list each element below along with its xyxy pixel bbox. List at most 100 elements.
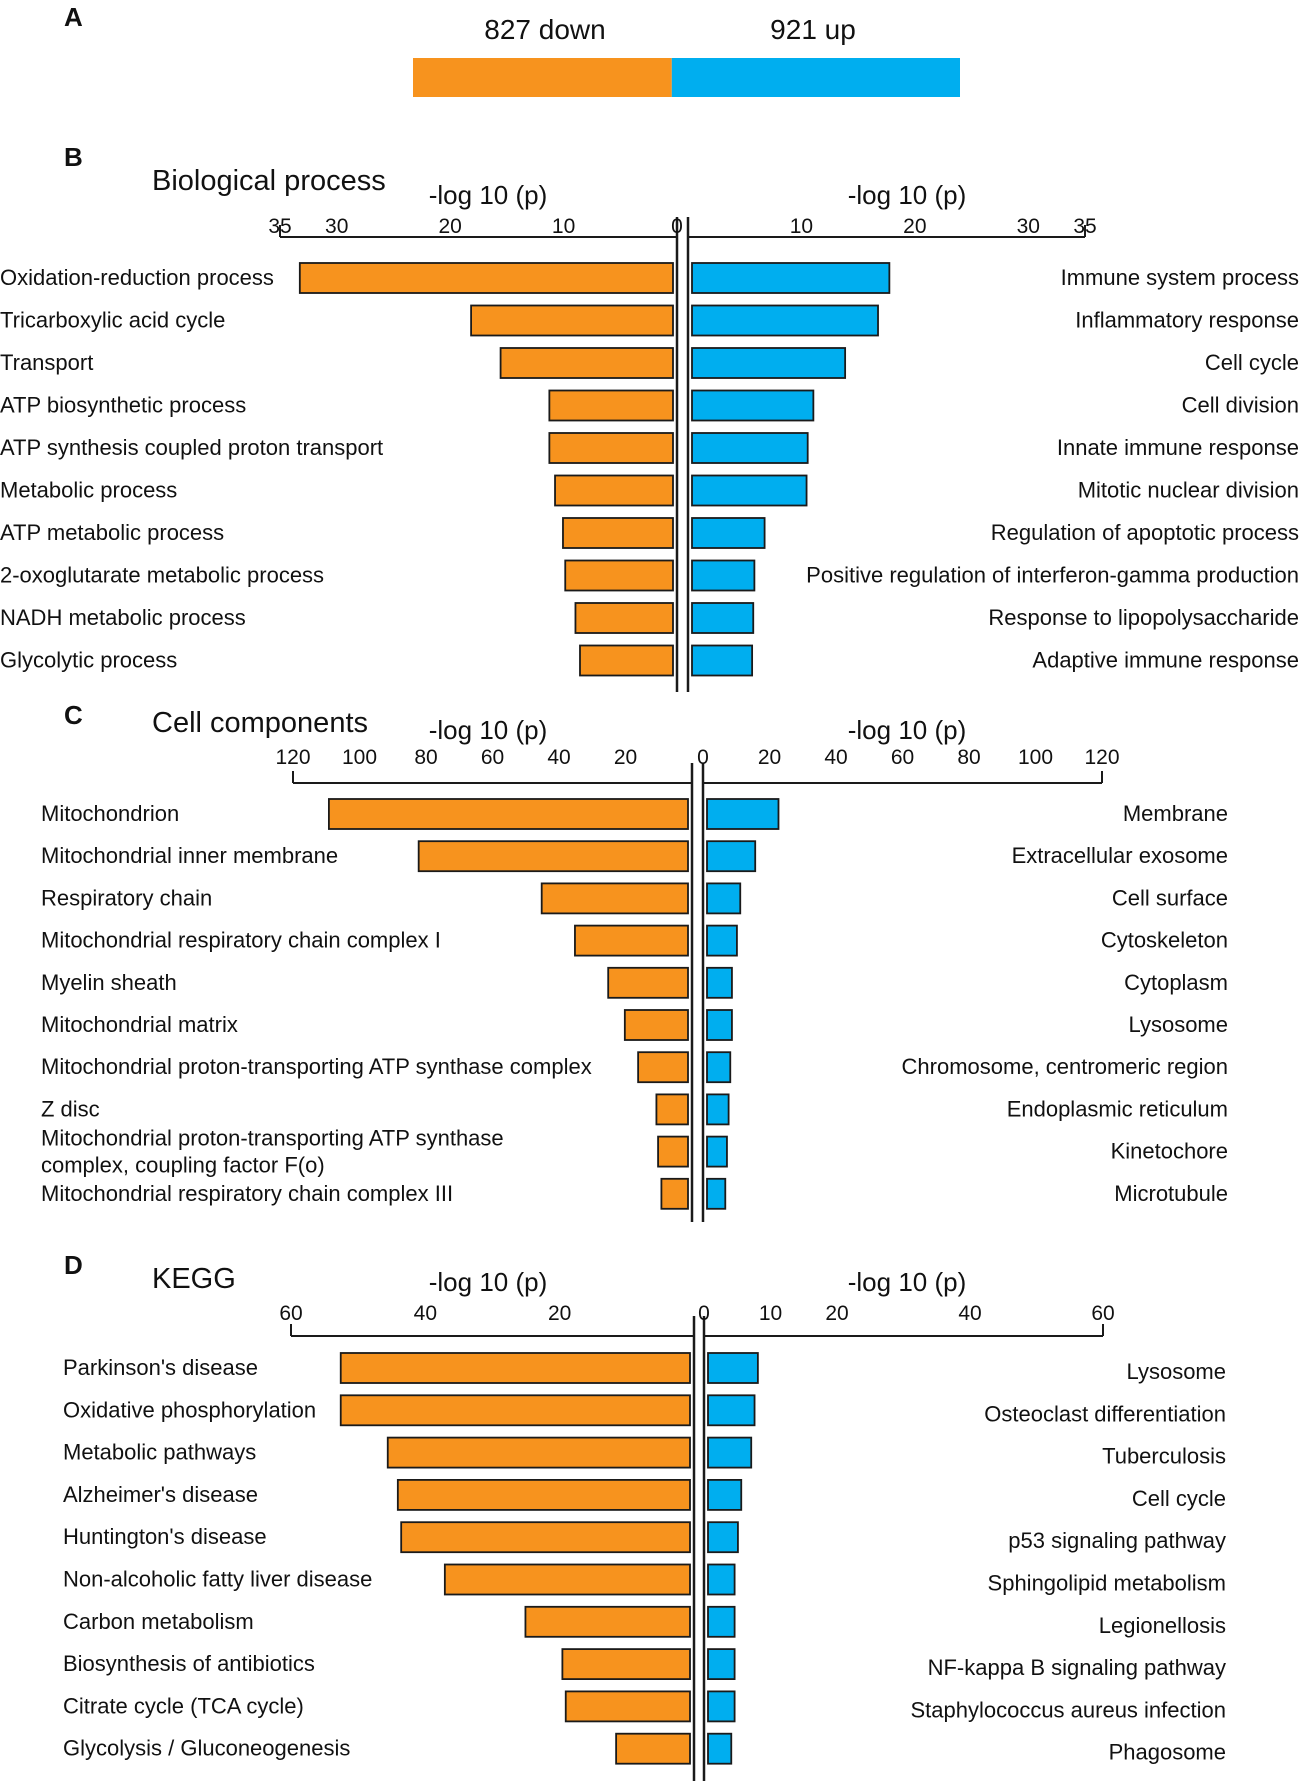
bar-up <box>707 1394 756 1427</box>
bar-up <box>706 1135 728 1168</box>
bar-up <box>691 602 755 634</box>
x-axis-title-right: -log 10 (p) <box>848 715 967 745</box>
category-label-up: Lysosome <box>1129 1012 1228 1037</box>
tick-label: 60 <box>891 746 914 769</box>
tick-label: 60 <box>1091 1302 1114 1325</box>
chart-title: Cell components <box>152 707 368 739</box>
category-label-up: Endoplasmic reticulum <box>1007 1096 1228 1121</box>
tick-label: 60 <box>481 746 504 769</box>
category-label-down: Transport <box>0 350 93 375</box>
bar-down <box>562 517 674 549</box>
bar-down <box>339 1394 691 1427</box>
category-label-down: Glycolytic process <box>0 648 177 673</box>
bar-up <box>691 389 815 422</box>
category-label-up: Inflammatory response <box>1075 308 1299 333</box>
category-label-up: Cell cycle <box>1205 350 1299 375</box>
bar-down <box>298 262 674 294</box>
bar-down <box>574 602 674 634</box>
bar-down <box>561 1648 691 1680</box>
bar-down <box>623 1009 689 1041</box>
down-count-segment <box>413 58 672 97</box>
bar-up <box>706 882 742 915</box>
category-label-down: ATP synthesis coupled proton transport <box>0 435 383 460</box>
bar-up <box>707 1732 733 1765</box>
bar-down <box>443 1563 691 1596</box>
tick-label: 20 <box>614 746 637 769</box>
category-label-down: Oxidation-reduction process <box>0 265 274 290</box>
tick-label: 10 <box>759 1302 782 1325</box>
category-label-down: Parkinson's disease <box>63 1355 258 1380</box>
bar-down <box>554 474 674 507</box>
bar-up <box>707 1521 739 1554</box>
bar-up <box>706 798 780 830</box>
bar-down <box>548 389 674 422</box>
category-label-up: Staphylococcus aureus infection <box>910 1697 1226 1722</box>
category-label-up: Cell cycle <box>1132 1486 1226 1511</box>
category-label-up: Sphingolipid metabolism <box>988 1571 1226 1596</box>
bar-up <box>707 1648 736 1680</box>
bar-up <box>706 1009 733 1041</box>
bar-up <box>707 1690 736 1723</box>
bar-down <box>574 924 689 957</box>
bar-down <box>417 840 689 873</box>
tick-label: 40 <box>414 1302 437 1325</box>
down-count-label: 827 down <box>484 14 605 45</box>
category-label-down: Respiratory chain <box>41 885 212 910</box>
category-label-down: Mitochondrial respiratory chain complex … <box>41 928 441 953</box>
category-label-up: Cell division <box>1182 393 1299 418</box>
category-label-down: ATP metabolic process <box>0 520 224 545</box>
category-label-down: Z disc <box>41 1096 100 1121</box>
category-label-down: Mitochondrial proton-transporting ATP sy… <box>41 1126 504 1178</box>
category-label-up: Extracellular exosome <box>1012 843 1228 868</box>
category-label-up: Cytoplasm <box>1124 970 1228 995</box>
bar-up <box>707 1352 759 1384</box>
cell-components-panel: C Cell components -log 10 (p) -log 10 (p… <box>41 700 1228 1222</box>
category-label-up: Mitotic nuclear division <box>1078 478 1299 503</box>
panel-label-a: A <box>64 2 83 32</box>
category-label-up: Cytoskeleton <box>1101 928 1228 953</box>
bar-down <box>548 432 674 464</box>
bar-down <box>400 1521 691 1554</box>
category-label-up: Microtubule <box>1114 1181 1228 1206</box>
bar-down <box>396 1479 691 1511</box>
category-label-up: Response to lipopolysaccharide <box>988 605 1299 630</box>
bar-marks: 60 40 20 0 10 20 40 60 Parkinson's disease Oxidat… <box>63 1302 1226 1781</box>
category-label-up: Lysosome <box>1127 1359 1226 1384</box>
x-axis-title-left: -log 10 (p) <box>429 715 548 745</box>
tick-label: 80 <box>414 746 437 769</box>
x-axis-title-right: -log 10 (p) <box>848 1267 967 1297</box>
category-label-up: p53 signaling pathway <box>1008 1528 1226 1553</box>
tick-label: 20 <box>438 215 461 238</box>
category-label-down: Oxidative phosphorylation <box>63 1397 316 1422</box>
bar-up <box>707 1605 736 1638</box>
category-label-up: Osteoclast differentiation <box>984 1401 1226 1426</box>
bar-down <box>615 1732 691 1765</box>
bar-down <box>499 347 674 379</box>
tick-label: 40 <box>958 1302 981 1325</box>
bar-up <box>691 474 808 507</box>
tick-label: 0 <box>671 215 683 238</box>
tick-label: 100 <box>1018 746 1053 769</box>
x-axis-title-left: -log 10 (p) <box>429 180 548 210</box>
bar-down <box>657 1135 689 1168</box>
bar-down <box>339 1352 691 1384</box>
tick-label: 0 <box>697 746 709 769</box>
category-label-down: Mitochondrial matrix <box>41 1012 238 1037</box>
up-count-label: 921 up <box>770 14 856 45</box>
tick-label: 30 <box>1017 215 1040 238</box>
category-label-down: Glycolysis / Gluconeogenesis <box>63 1736 350 1761</box>
category-label-down: Mitochondrial proton-transporting ATP sy… <box>41 1054 592 1079</box>
tick-label: 20 <box>825 1302 848 1325</box>
tick-label: 35 <box>268 215 291 238</box>
category-label-up: Phagosome <box>1109 1740 1226 1765</box>
bar-up <box>707 1436 753 1469</box>
category-label-down: Huntington's disease <box>63 1524 267 1549</box>
bar-down <box>607 966 689 999</box>
tick-label: 40 <box>824 746 847 769</box>
category-label-up: Membrane <box>1123 801 1228 826</box>
category-label-down: Metabolic pathways <box>63 1440 256 1465</box>
chart-title: Biological process <box>152 165 386 197</box>
category-label-down: 2-oxoglutarate metabolic process <box>0 563 324 588</box>
tick-label: 20 <box>548 1302 571 1325</box>
